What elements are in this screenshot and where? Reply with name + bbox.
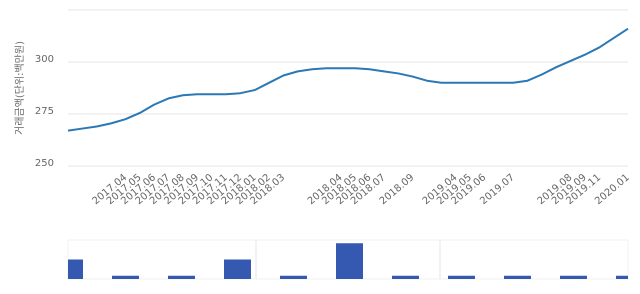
bar	[68, 259, 83, 279]
bar-group	[68, 243, 628, 279]
bar	[280, 275, 307, 279]
bar	[392, 275, 419, 279]
line	[67, 27, 629, 132]
bar	[504, 275, 531, 279]
y-tick-label: 275	[35, 106, 54, 117]
bar	[112, 275, 139, 279]
bar	[448, 275, 475, 279]
bar	[168, 275, 195, 279]
y-tick-label: 300	[35, 54, 54, 65]
bar	[224, 259, 251, 279]
bar	[616, 275, 628, 279]
bar	[560, 275, 587, 279]
bar	[336, 243, 363, 279]
y-axis-label: 거래금액(단위:백만원)	[13, 41, 26, 135]
y-tick-label: 250	[35, 158, 54, 169]
